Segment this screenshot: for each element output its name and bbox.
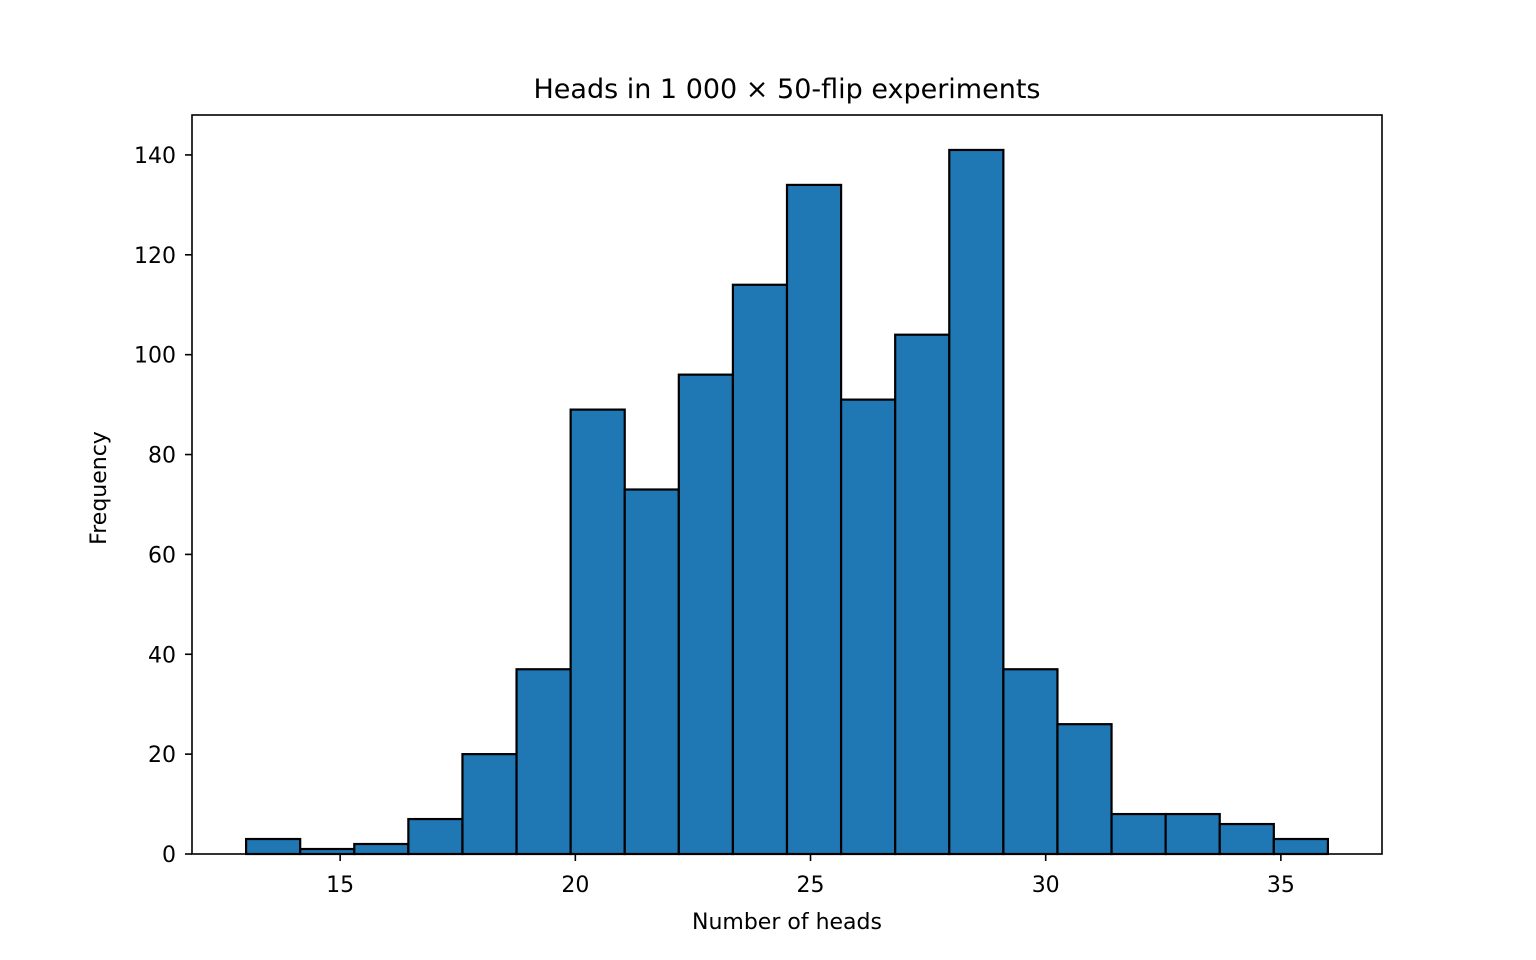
histogram-bar xyxy=(731,283,789,856)
x-tick-label: 35 xyxy=(1267,873,1295,898)
histogram-bar xyxy=(569,408,626,856)
histogram-bar xyxy=(1056,723,1113,856)
histogram-bar xyxy=(1164,812,1221,856)
x-axis-ticks: 15 20 25 30 35 xyxy=(326,854,1295,898)
histogram-bar xyxy=(1272,837,1330,856)
x-axis-label: Number of heads xyxy=(692,910,882,935)
histogram-bar xyxy=(244,837,302,856)
histogram-bar xyxy=(677,373,735,856)
histogram-bar xyxy=(839,398,897,856)
x-tick-label: 15 xyxy=(326,873,354,898)
histogram-bar xyxy=(1002,668,1059,856)
y-axis-ticks: 0 20 40 60 80 100 120 140 xyxy=(134,144,192,868)
histogram-bar xyxy=(515,668,572,856)
bars-group xyxy=(244,148,1330,856)
histogram-bar xyxy=(1110,812,1167,856)
y-tick-label: 120 xyxy=(134,244,176,269)
chart-title: Heads in 1 000 × 50-flip experiments xyxy=(533,74,1040,105)
plot-frame xyxy=(191,114,1383,855)
x-tick-label: 25 xyxy=(797,873,825,898)
y-tick-label: 80 xyxy=(148,444,176,469)
y-axis-label: Frequency xyxy=(87,431,112,545)
histogram-bar xyxy=(461,753,518,856)
histogram-bar xyxy=(948,148,1005,856)
histogram-bar xyxy=(623,488,680,856)
histogram-bar xyxy=(353,842,410,856)
y-tick-label: 140 xyxy=(134,144,176,169)
y-tick-label: 0 xyxy=(162,843,176,868)
y-tick-label: 60 xyxy=(148,543,176,568)
y-tick-label: 100 xyxy=(134,344,176,369)
histogram-bar xyxy=(894,333,951,856)
x-tick-label: 20 xyxy=(561,873,589,898)
y-tick-label: 40 xyxy=(148,643,176,668)
x-tick-label: 30 xyxy=(1032,873,1060,898)
histogram-bar xyxy=(785,183,843,856)
histogram-bar xyxy=(407,817,464,856)
histogram-bar xyxy=(1218,822,1275,856)
y-tick-label: 20 xyxy=(148,743,176,768)
